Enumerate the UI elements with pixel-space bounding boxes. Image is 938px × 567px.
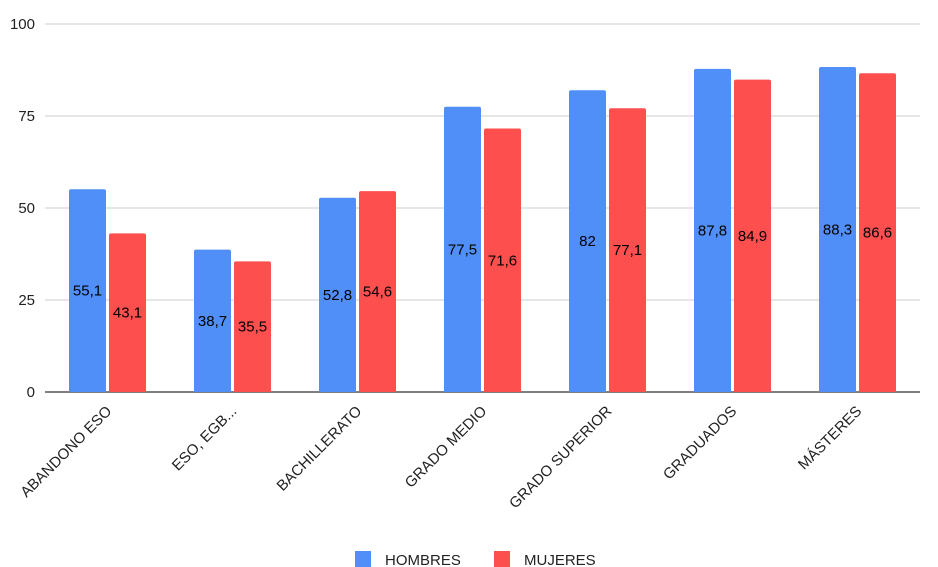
x-category-label: ABANDONO ESO (17, 403, 115, 501)
bar-hombres (444, 106, 481, 393)
y-tick-label: 25 (18, 292, 35, 309)
x-category-label: GRADUADOS (660, 403, 740, 483)
y-axis-ticks: 0 25 50 75 100 (10, 16, 35, 401)
data-label: 52,8 (323, 287, 352, 304)
data-label: 77,5 (448, 241, 477, 258)
x-category-label: GRADO SUPERIOR (506, 403, 615, 512)
data-labels: 55,1 43,1 38,7 35,5 52,8 54,6 77,5 71,6 82 77,1 87… (73, 222, 892, 336)
bar-hombres (194, 249, 231, 392)
bars (69, 67, 896, 393)
gridlines (45, 23, 920, 393)
bar-hombres (819, 67, 856, 392)
bar-mujeres (734, 79, 771, 393)
data-label: 84,9 (738, 228, 767, 245)
legend-swatch-hombres (355, 551, 371, 567)
bar-mujeres (609, 108, 646, 392)
data-label: 71,6 (488, 252, 517, 269)
bar-hombres (569, 90, 606, 393)
legend-label-hombres: HOMBRES (385, 552, 461, 567)
bar-mujeres (859, 73, 896, 392)
y-tick-label: 75 (18, 108, 35, 125)
x-axis-categories: ABANDONO ESO ESO, EGB... BACHILLERATO GRADO… (17, 403, 865, 512)
bar-mujeres (359, 191, 396, 392)
x-category-label: ESO, EGB... (169, 403, 241, 475)
x-category-label: MÁSTERES (795, 403, 865, 473)
data-label: 55,1 (73, 283, 102, 300)
data-label: 87,8 (698, 222, 727, 239)
data-label: 35,5 (238, 319, 267, 336)
data-label: 86,6 (863, 225, 892, 242)
y-tick-label: 0 (27, 384, 35, 401)
x-category-label: GRADO MEDIO (402, 403, 491, 492)
bar-hombres (694, 68, 731, 393)
y-tick-label: 50 (18, 200, 35, 217)
data-label: 77,1 (613, 242, 642, 259)
bar-hombres (69, 189, 106, 392)
x-category-label: BACHILLERATO (274, 403, 366, 495)
bar-mujeres (109, 233, 146, 392)
bar-hombres (319, 197, 356, 392)
data-label: 54,6 (363, 284, 392, 301)
legend-label-mujeres: MUJERES (524, 552, 596, 567)
legend: HOMBRES MUJERES (355, 551, 596, 567)
data-label: 82 (579, 233, 596, 250)
bar-mujeres (484, 128, 521, 392)
y-tick-label: 100 (10, 16, 35, 33)
data-label: 38,7 (198, 313, 227, 330)
bar-mujeres (234, 261, 271, 392)
data-label: 43,1 (113, 305, 142, 322)
legend-swatch-mujeres (494, 551, 510, 567)
data-label: 88,3 (823, 222, 852, 239)
